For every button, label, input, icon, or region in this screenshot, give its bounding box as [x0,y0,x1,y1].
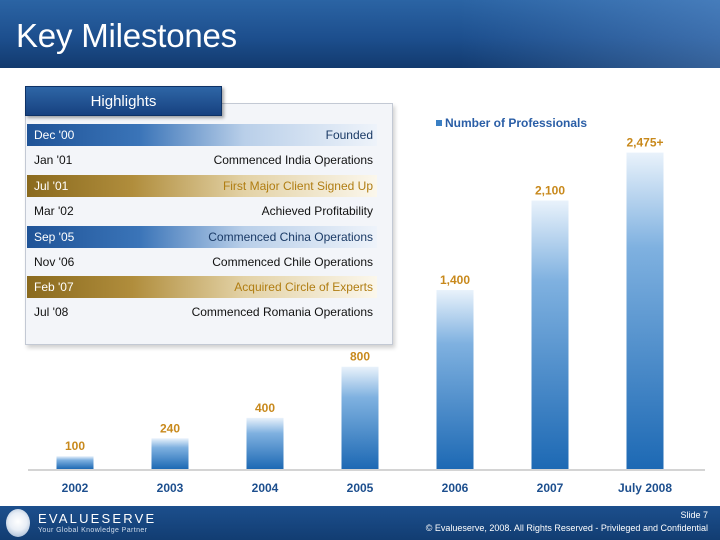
highlights-header: Highlights [25,86,222,116]
milestone-date: Jul '08 [34,305,69,319]
x-tick-label: July 2008 [618,481,672,495]
slide-title: Key Milestones [16,17,237,54]
milestone-row: Jul '01 First Major Client Signed Up [27,175,377,197]
bar-2002 [56,456,94,469]
bar-2007 [531,200,569,469]
bar-2003 [151,438,189,469]
milestone-event: Acquired Circle of Experts [234,280,373,294]
professionals-bar-chart: 100 2002 240 2003 400 2004 800 2005 1,400 2006 2,1… [28,136,705,495]
slide-number: Slide 7 [680,510,708,520]
milestone-row: Dec '00 Founded [27,124,377,146]
data-label: 800 [350,350,370,364]
data-label: 400 [255,401,275,415]
footer-bar [0,506,720,540]
bar-july-2008 [626,152,664,469]
milestone-row: Sep '05 Commenced China Operations [27,226,377,248]
bar-2006 [436,290,474,469]
milestone-date: Dec '00 [34,128,75,142]
milestone-event: Commenced India Operations [213,153,373,167]
milestone-event: Commenced Romania Operations [191,305,373,319]
milestone-row: Mar '02 Achieved Profitability [27,200,377,222]
milestone-date: Mar '02 [34,204,74,218]
milestone-event: Achieved Profitability [261,204,373,218]
milestone-date: Jan '01 [34,153,73,167]
milestone-event: First Major Client Signed Up [222,179,373,193]
milestone-event: Founded [325,128,373,142]
data-label: 1,400 [440,273,470,287]
x-tick-label: 2003 [157,481,184,495]
milestone-date: Jul '01 [34,179,69,193]
data-label: 100 [65,439,85,453]
x-tick-label: 2006 [442,481,469,495]
logo-text: EVALUESERVE [38,511,157,526]
milestone-row: Nov '06 Commenced Chile Operations [27,251,377,273]
milestone-event: Commenced China Operations [208,230,373,244]
logo-tagline: Your Global Knowledge Partner [38,527,148,534]
milestone-date: Feb '07 [34,280,74,294]
milestone-row: Jul '08 Commenced Romania Operations [27,301,377,323]
bar-2005 [341,366,379,469]
data-label: 2,475+ [626,136,663,150]
data-label: 240 [160,421,180,435]
evalueserve-logo-icon [6,509,30,537]
milestone-date: Sep '05 [34,230,75,244]
milestone-event: Commenced Chile Operations [212,255,373,269]
milestone-row: Feb '07 Acquired Circle of Experts [27,276,377,298]
x-tick-label: 2002 [62,481,89,495]
x-tick-label: 2007 [537,481,564,495]
milestone-row: Jan '01 Commenced India Operations [27,149,377,171]
title-bar: Key Milestones [0,0,720,68]
data-label: 2,100 [535,184,565,198]
x-tick-label: 2004 [252,481,279,495]
bar-2004 [246,417,284,469]
legend-label: Number of Professionals [445,116,588,130]
x-tick-label: 2005 [347,481,374,495]
copyright-notice: © Evalueserve, 2008. All Rights Reserved… [425,523,708,533]
legend-swatch [436,120,442,126]
milestone-date: Nov '06 [34,255,75,269]
